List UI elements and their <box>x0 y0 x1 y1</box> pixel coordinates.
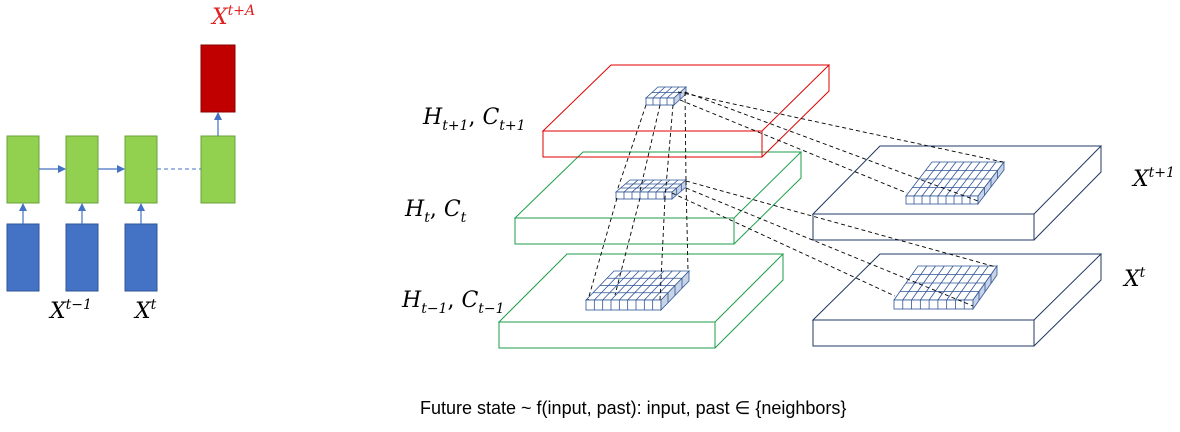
state-slab-t-plus-1 <box>541 64 831 158</box>
hidden-cell-3 <box>124 135 158 204</box>
hidden-cell-1 <box>6 135 40 204</box>
hidden-cell-4 <box>200 135 236 204</box>
rnn-schematic: Xt+A Xt−1 Xt <box>6 3 255 324</box>
input-block-1 <box>6 223 40 292</box>
kernel-grids <box>585 86 1005 311</box>
projection-lines <box>587 91 1004 307</box>
input-label-t-plus-1: Xt+1 <box>1131 165 1175 192</box>
state-slab-t-minus-1 <box>497 253 785 349</box>
layer-label-t-minus-1: Ht−1, Ct−1 <box>401 288 505 317</box>
layer-label-t: Ht, Ct <box>404 197 467 226</box>
kernel-top <box>644 86 688 106</box>
input-block-2 <box>65 223 99 292</box>
output-label: Xt+A <box>210 3 255 30</box>
convlstm-stack <box>497 64 1103 349</box>
input-slab-t <box>811 253 1103 347</box>
output-block <box>200 44 236 113</box>
kernel-input-upper <box>905 160 1005 206</box>
input-label-curr: Xt <box>133 297 157 324</box>
kernel-input-lower <box>893 264 998 311</box>
input-slab-t-plus-1 <box>811 145 1103 241</box>
input-block-3 <box>124 223 158 292</box>
layer-label-t-plus-1: Ht+1, Ct+1 <box>422 105 526 134</box>
kernel-middle <box>614 179 688 200</box>
state-slab-t <box>513 151 803 245</box>
input-label-prev: Xt−1 <box>48 297 92 324</box>
input-label-t: Xt <box>1122 265 1146 292</box>
hidden-cell-2 <box>65 135 99 204</box>
kernel-bottom <box>585 270 690 311</box>
caption: Future state ~ f(input, past): input, pa… <box>420 398 846 418</box>
